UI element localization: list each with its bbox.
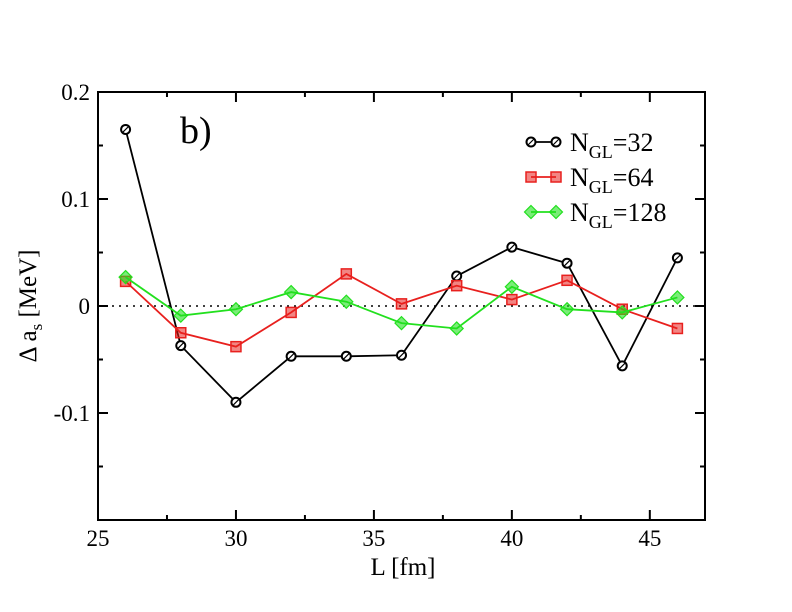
legend-marker-start: [523, 204, 539, 220]
x-tick-label: 30: [224, 526, 247, 551]
y-axis-title-main: Δ a: [15, 330, 42, 362]
data-point-hatch: [618, 362, 626, 370]
legend-entry: NGL=32: [525, 128, 653, 162]
data-point: [340, 268, 353, 280]
data-point-hatch: [508, 243, 516, 251]
y-axis-title-unit: [MeV]: [15, 250, 42, 324]
data-point: [504, 279, 520, 295]
data-point: [285, 306, 297, 319]
data-point: [671, 322, 684, 335]
y-axis-title: Δ as [MeV]: [15, 250, 46, 363]
series-0: [120, 123, 683, 408]
legend-label: NGL=32: [570, 128, 653, 162]
legend-entry: NGL=64: [525, 163, 653, 197]
data-point-hatch: [453, 272, 461, 280]
series-2: [118, 269, 685, 336]
data-point-hatch: [122, 126, 130, 133]
data-point: [338, 294, 354, 310]
legend-label: NGL=64: [570, 163, 653, 197]
data-point: [614, 305, 630, 320]
data-point: [228, 301, 244, 317]
legend-marker-end: [550, 171, 562, 183]
series-line: [124, 129, 679, 404]
legend-marker-end: [548, 204, 564, 220]
legend-label-sub: GL: [589, 212, 613, 232]
legend-label-tail: =128: [613, 198, 667, 227]
y-axis-title-sub: s: [27, 324, 46, 331]
legend-label-main: N: [570, 198, 589, 227]
series-layer: [118, 123, 685, 408]
legend-label-tail: =64: [613, 163, 654, 192]
data-point-hatch: [563, 259, 571, 267]
data-point-hatch: [287, 352, 295, 360]
data-point-hatch: [342, 352, 350, 360]
x-tick-label: 35: [362, 526, 385, 551]
x-tick-label: 45: [638, 526, 661, 551]
y-tick-label: 0.1: [61, 187, 90, 212]
data-point: [394, 315, 409, 331]
legend-label: NGL=128: [570, 198, 666, 232]
y-tick-label: 0: [79, 294, 91, 319]
data-point: [670, 290, 685, 305]
y-tick-label: 0.2: [61, 80, 90, 105]
panel-label: b): [180, 110, 212, 152]
legend-marker-start-hatch: [527, 138, 535, 146]
x-tick-label: 40: [500, 526, 523, 551]
data-point: [506, 293, 518, 306]
data-point: [283, 284, 299, 300]
data-point-hatch: [398, 351, 405, 359]
legend-label-main: N: [570, 163, 589, 192]
data-point: [395, 298, 408, 310]
data-point: [561, 274, 573, 287]
tick-layer: 25 30 35 40 45 -0.1 0 0.1 0.2: [54, 80, 705, 551]
legend-entry: NGL=128: [523, 198, 666, 232]
legend-label-sub: GL: [589, 177, 613, 197]
data-point: [118, 269, 133, 285]
data-point-hatch: [232, 398, 240, 406]
legend-marker-end-hatch: [552, 138, 560, 146]
legend-label-main: N: [570, 128, 589, 157]
data-point: [449, 321, 465, 336]
legend-marker-start: [525, 171, 537, 183]
data-point-hatch: [177, 342, 185, 350]
legend-label-sub: GL: [589, 142, 613, 162]
data-point: [175, 327, 187, 339]
y-tick-label: -0.1: [54, 401, 90, 426]
legend-label-tail: =32: [613, 128, 654, 157]
data-point: [450, 279, 463, 292]
data-point: [230, 340, 242, 353]
data-point: [559, 301, 575, 317]
x-tick-label: 25: [87, 526, 110, 551]
data-point-hatch: [673, 254, 681, 262]
data-point: [173, 308, 189, 323]
x-axis-title: L [fm]: [370, 554, 435, 581]
